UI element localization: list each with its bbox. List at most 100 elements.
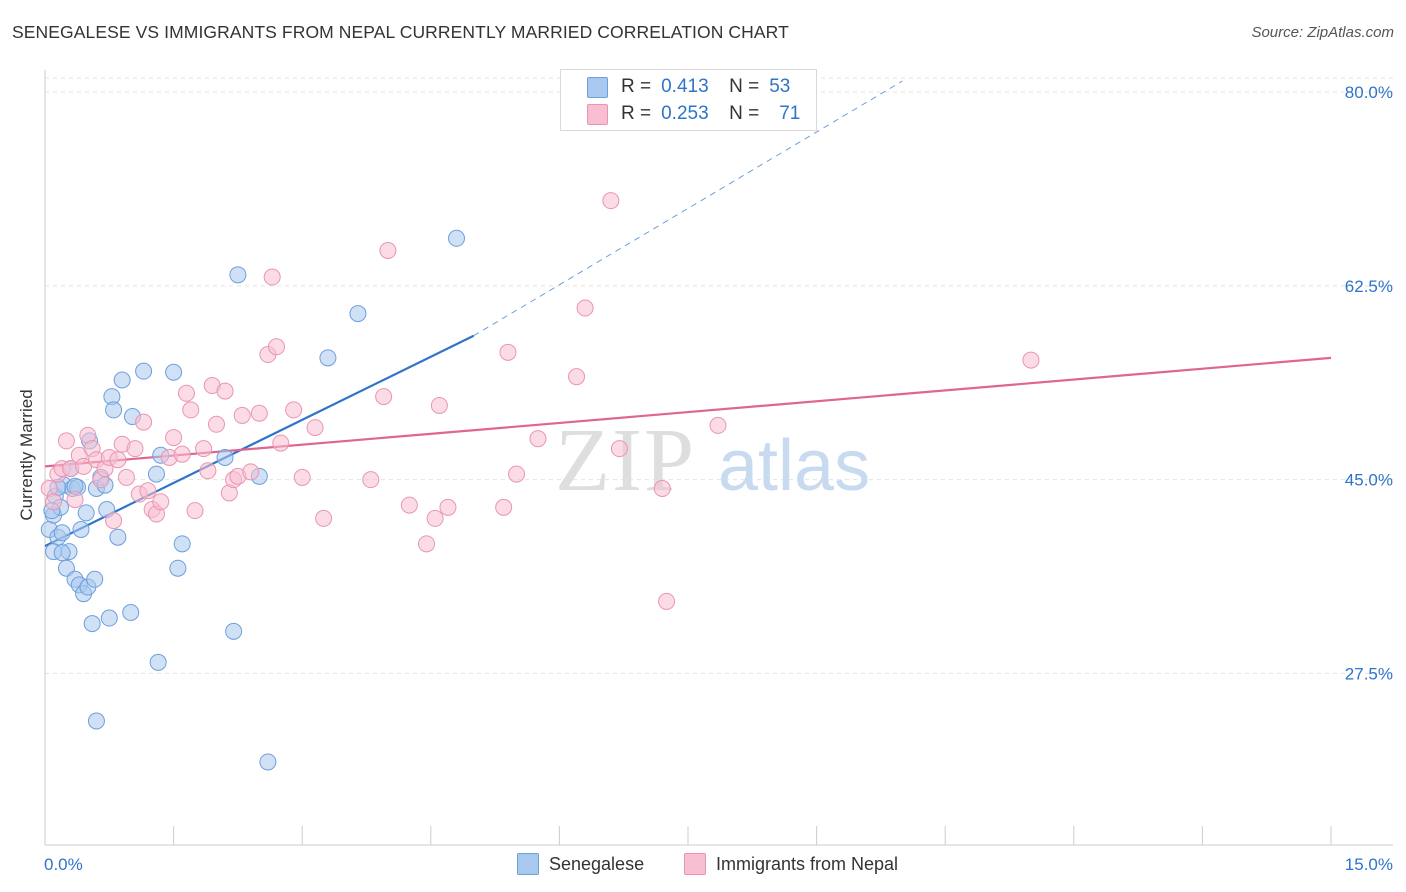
bottom-legend-label-nepal: Immigrants from Nepal bbox=[716, 853, 899, 874]
watermark: ZIP atlas bbox=[555, 411, 870, 510]
senegalese-point bbox=[87, 712, 105, 730]
legend-r-label: R = bbox=[621, 76, 652, 97]
senegalese-point bbox=[53, 544, 71, 562]
senegalese-point bbox=[72, 520, 90, 538]
nepal-point bbox=[57, 432, 75, 450]
bottom-legend-swatch-nepal bbox=[684, 853, 706, 875]
nepal-point bbox=[400, 496, 418, 514]
legend-n-label: N = bbox=[729, 103, 760, 124]
legend-n-value: 71 bbox=[779, 103, 801, 124]
trend-lines bbox=[44, 80, 1332, 548]
nepal-point bbox=[499, 343, 517, 361]
nepal-point bbox=[105, 512, 123, 530]
legend-row-nepal: R = 0.253 N = 71 bbox=[587, 101, 801, 127]
senegalese-point bbox=[165, 363, 183, 381]
nepal-point bbox=[508, 465, 526, 483]
nepal-point bbox=[152, 493, 170, 511]
nepal-point bbox=[267, 338, 285, 356]
nepal-point bbox=[199, 462, 217, 480]
senegalese-point bbox=[135, 362, 153, 380]
nepal-point bbox=[195, 440, 213, 458]
senegalese-point bbox=[147, 465, 165, 483]
nepal-point bbox=[242, 463, 260, 481]
nepal-point bbox=[186, 502, 204, 520]
nepal-point bbox=[177, 384, 195, 402]
bottom-legend-nepal: Immigrants from Nepal bbox=[684, 851, 898, 877]
watermark-atlas: atlas bbox=[718, 426, 870, 506]
senegalese-point bbox=[169, 559, 187, 577]
nepal-point bbox=[315, 509, 333, 527]
nepal-point bbox=[362, 471, 380, 489]
nepal-point bbox=[109, 451, 127, 469]
bottom-legend-label-senegalese: Senegalese bbox=[549, 853, 645, 874]
legend-n-value: 53 bbox=[769, 76, 791, 97]
y-tick-label: 62.5% bbox=[1345, 277, 1393, 296]
senegalese-point bbox=[259, 753, 277, 771]
senegalese-point bbox=[113, 371, 131, 389]
nepal-point bbox=[293, 468, 311, 486]
nepal-point bbox=[658, 592, 676, 610]
legend-row-senegalese: R = 0.413 N = 53 bbox=[587, 74, 791, 100]
nepal-point bbox=[568, 368, 586, 386]
axes bbox=[44, 70, 1393, 846]
senegalese-point bbox=[229, 266, 247, 284]
nepal-point bbox=[602, 192, 620, 210]
nepal-point bbox=[233, 406, 251, 424]
senegalese-point bbox=[225, 622, 243, 640]
y-tick-label: 27.5% bbox=[1345, 664, 1393, 683]
nepal-point bbox=[263, 268, 281, 286]
legend-r-label: R = bbox=[621, 103, 652, 124]
nepal-point bbox=[182, 401, 200, 419]
watermark-zip: ZIP bbox=[555, 411, 696, 510]
senegalese-trend-line bbox=[44, 334, 475, 548]
nepal-point bbox=[285, 401, 303, 419]
senegalese-point bbox=[86, 570, 104, 588]
nepal-point bbox=[207, 415, 225, 433]
nepal-point bbox=[439, 498, 457, 516]
nepal-point bbox=[66, 491, 84, 509]
legend-swatch-nepal bbox=[587, 103, 608, 125]
nepal-point bbox=[418, 535, 436, 553]
nepal-point bbox=[45, 493, 63, 511]
senegalese-point bbox=[448, 229, 466, 247]
nepal-point bbox=[375, 388, 393, 406]
nepal-point bbox=[430, 396, 448, 414]
senegalese-point bbox=[173, 535, 191, 553]
senegalese-point bbox=[149, 653, 167, 671]
senegalese-point bbox=[216, 449, 234, 466]
nepal-point bbox=[139, 482, 157, 500]
senegalese-point bbox=[122, 604, 140, 621]
tick-labels: 27.5% 45.0% 62.5% 80.0% 0.0% 15.0% bbox=[44, 83, 1393, 874]
senegalese-point bbox=[83, 615, 101, 633]
senegalese-point bbox=[319, 349, 337, 367]
legend: R = 0.413 N = 53 R = 0.253 N = 71 bbox=[560, 69, 817, 131]
senegalese-point bbox=[349, 305, 367, 323]
legend-r-value: 0.413 bbox=[661, 76, 709, 97]
nepal-point bbox=[306, 419, 324, 437]
legend-swatch-senegalese bbox=[587, 76, 608, 98]
bottom-legend-swatch-senegalese bbox=[517, 853, 539, 875]
nepal-point bbox=[379, 241, 397, 259]
grid-lines bbox=[45, 77, 1393, 674]
legend-r-value: 0.253 bbox=[661, 103, 709, 124]
nepal-point bbox=[173, 445, 191, 463]
senegalese-point bbox=[53, 524, 71, 542]
x-tick-label: 0.0% bbox=[44, 855, 83, 874]
nepal-point bbox=[272, 434, 290, 452]
nepal-point bbox=[426, 509, 444, 527]
nepal-point bbox=[165, 429, 183, 447]
y-tick-label: 80.0% bbox=[1345, 83, 1393, 102]
senegalese-point bbox=[105, 401, 123, 419]
source-label: Source: ZipAtlas.com bbox=[1251, 24, 1394, 41]
y-tick-label: 45.0% bbox=[1345, 471, 1393, 490]
data-points bbox=[40, 192, 1040, 771]
nepal-point bbox=[1022, 351, 1040, 369]
senegalese-point bbox=[77, 504, 95, 522]
chart-title: SENEGALESE VS IMMIGRANTS FROM NEPAL CURR… bbox=[12, 22, 789, 42]
nepal-point bbox=[135, 413, 153, 431]
nepal-point bbox=[529, 430, 547, 448]
x-tick-label: 15.0% bbox=[1345, 855, 1393, 874]
nepal-point bbox=[653, 480, 671, 497]
legend-n-label: N = bbox=[729, 76, 760, 97]
